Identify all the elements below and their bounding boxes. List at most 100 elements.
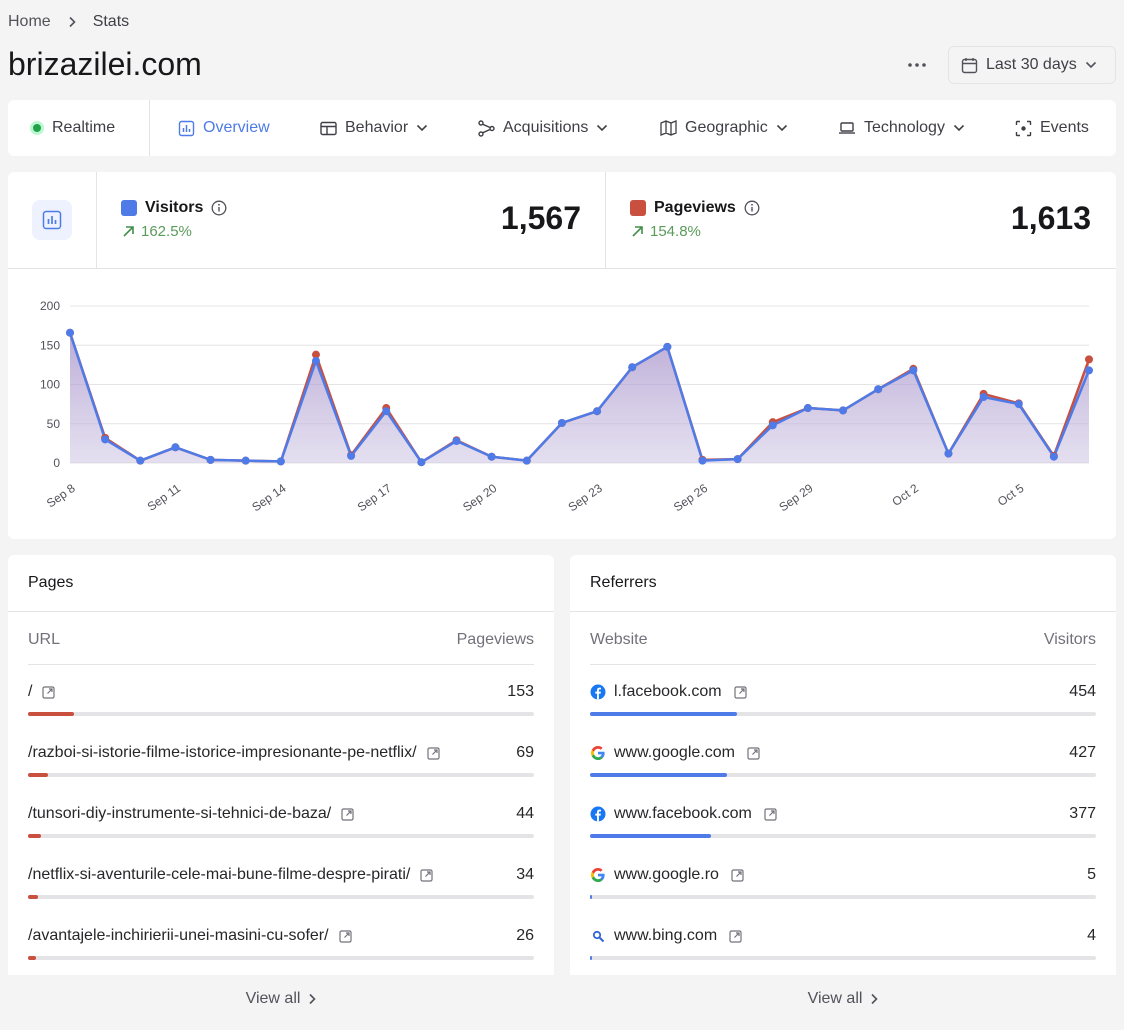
external-link-icon[interactable] bbox=[729, 929, 742, 943]
x-tick-label: Sep 29 bbox=[776, 481, 815, 514]
tab-events-label: Events bbox=[1040, 119, 1089, 136]
facebook-icon bbox=[590, 684, 606, 700]
progress-bar-track bbox=[590, 834, 1096, 838]
list-item-label[interactable]: /netflix-si-aventurile-cele-mai-bune-fil… bbox=[28, 866, 411, 883]
external-link-icon[interactable] bbox=[341, 807, 354, 821]
tab-behavior-label: Behavior bbox=[345, 119, 409, 136]
external-link-icon[interactable] bbox=[734, 685, 747, 699]
progress-bar-track bbox=[590, 712, 1096, 716]
pageviews-legend-swatch bbox=[630, 200, 646, 216]
visitors-data-point bbox=[944, 449, 953, 458]
facebook-icon bbox=[590, 806, 606, 822]
tab-behavior[interactable]: Behavior bbox=[320, 100, 428, 156]
list-item[interactable]: www.bing.com 4 bbox=[590, 925, 1096, 975]
visitors-data-point bbox=[66, 328, 74, 337]
visitors-data-point bbox=[1085, 366, 1093, 375]
page-title: brizazilei.com bbox=[8, 46, 202, 82]
external-link-icon[interactable] bbox=[731, 868, 744, 882]
list-item[interactable]: www.google.ro 5 bbox=[590, 864, 1096, 914]
list-item[interactable]: www.google.com 427 bbox=[590, 742, 1096, 792]
list-item[interactable]: /netflix-si-aventurile-cele-mai-bune-fil… bbox=[28, 864, 534, 914]
list-item[interactable]: / 153 bbox=[28, 681, 534, 731]
external-link-icon[interactable] bbox=[764, 807, 777, 821]
progress-bar-fill bbox=[590, 895, 592, 899]
header-divider bbox=[590, 664, 1096, 665]
list-item-label[interactable]: / bbox=[28, 683, 33, 700]
devices-icon bbox=[839, 122, 855, 134]
breadcrumb-home-link[interactable]: Home bbox=[8, 13, 51, 30]
x-tick-label: Sep 20 bbox=[460, 481, 499, 514]
tab-realtime[interactable]: Realtime bbox=[30, 100, 115, 156]
tab-acquisitions-label: Acquisitions bbox=[503, 119, 589, 136]
visitors-pageviews-chart[interactable]: 0 50 100 150 200 Sep 8 Sep 11 Sep 14 Sep 17 Sep 2… bbox=[8, 269, 1116, 539]
visitors-data-point bbox=[522, 456, 531, 465]
list-item[interactable]: l.facebook.com 454 bbox=[590, 681, 1096, 731]
x-tick-label: Sep 11 bbox=[145, 481, 184, 514]
info-icon[interactable] bbox=[211, 200, 227, 216]
x-tick-label: Sep 14 bbox=[249, 481, 288, 514]
view-all-label: View all bbox=[807, 989, 863, 1007]
list-item-label[interactable]: www.google.com bbox=[614, 744, 735, 761]
tab-technology[interactable]: Technology bbox=[838, 100, 965, 156]
list-item-label[interactable]: /razboi-si-istorie-filme-istorice-impres… bbox=[28, 744, 417, 761]
x-tick-label: Sep 23 bbox=[566, 481, 605, 514]
visitors-data-point bbox=[803, 404, 812, 413]
progress-bar-fill bbox=[590, 773, 727, 777]
pages-view-all-button[interactable]: View all bbox=[8, 975, 554, 1022]
visitors-data-point bbox=[276, 457, 285, 466]
y-tick-label: 50 bbox=[47, 417, 61, 431]
visitors-data-point bbox=[663, 342, 672, 351]
progress-bar-track bbox=[590, 773, 1096, 777]
tab-overview[interactable]: Overview bbox=[178, 100, 270, 156]
y-tick-label: 0 bbox=[53, 456, 60, 470]
date-range-label: Last 30 days bbox=[986, 56, 1077, 73]
list-item-label[interactable]: www.bing.com bbox=[614, 927, 718, 944]
visitors-data-point bbox=[593, 407, 602, 416]
external-link-icon[interactable] bbox=[426, 746, 440, 760]
pageviews-change: 154.8% bbox=[631, 223, 701, 240]
visitors-data-point bbox=[628, 363, 637, 372]
list-item-label[interactable]: www.facebook.com bbox=[614, 805, 752, 822]
more-options-button[interactable] bbox=[900, 50, 934, 80]
list-item[interactable]: /razboi-si-istorie-filme-istorice-impres… bbox=[28, 742, 534, 792]
tab-acquisitions[interactable]: Acquisitions bbox=[478, 100, 608, 156]
tab-geographic[interactable]: Geographic bbox=[660, 100, 788, 156]
website-column-header: Website bbox=[590, 631, 648, 648]
chevron-right-icon bbox=[67, 16, 77, 28]
visitors-data-point bbox=[1014, 400, 1023, 409]
tab-events[interactable]: Events bbox=[1015, 100, 1089, 156]
list-item[interactable]: /avantajele-inchirierii-unei-masini-cu-s… bbox=[28, 925, 534, 975]
list-item-label-group: www.bing.com bbox=[590, 925, 742, 947]
external-link-icon[interactable] bbox=[420, 868, 433, 882]
visitors-total: 1,567 bbox=[500, 200, 581, 236]
list-item[interactable]: www.facebook.com 377 bbox=[590, 803, 1096, 853]
list-item-label[interactable]: www.google.ro bbox=[614, 866, 719, 883]
referrers-panel-title: Referrers bbox=[590, 574, 657, 591]
nav-divider bbox=[149, 100, 150, 156]
progress-bar-track bbox=[28, 712, 534, 716]
external-link-icon[interactable] bbox=[338, 929, 352, 943]
visitors-data-point bbox=[206, 455, 215, 464]
visitors-data-point bbox=[417, 458, 426, 467]
referrers-panel: Referrers Website Visitors l.facebook.co… bbox=[570, 555, 1116, 1022]
list-item-label[interactable]: /avantajele-inchirierii-unei-masini-cu-s… bbox=[28, 927, 329, 944]
visitors-change: 162.5% bbox=[122, 223, 192, 240]
external-link-icon[interactable] bbox=[747, 746, 760, 760]
visitors-data-point bbox=[979, 393, 988, 402]
x-tick-label: Oct 2 bbox=[890, 481, 922, 509]
visitors-data-point bbox=[382, 407, 391, 416]
list-item-label[interactable]: l.facebook.com bbox=[614, 683, 722, 700]
bar-chart-icon bbox=[178, 120, 195, 136]
external-link-icon[interactable] bbox=[42, 685, 56, 699]
progress-bar-fill bbox=[590, 712, 737, 716]
tab-realtime-label: Realtime bbox=[52, 119, 116, 136]
list-item-label[interactable]: /tunsori-diy-instrumente-si-tehnici-de-b… bbox=[28, 805, 332, 822]
arrow-up-right-icon bbox=[123, 226, 134, 237]
list-item[interactable]: /tunsori-diy-instrumente-si-tehnici-de-b… bbox=[28, 803, 534, 853]
date-range-dropdown[interactable]: Last 30 days bbox=[948, 46, 1116, 84]
live-status-dot bbox=[30, 121, 44, 135]
info-icon[interactable] bbox=[744, 200, 760, 216]
calendar-icon bbox=[961, 57, 978, 73]
referrers-view-all-button[interactable]: View all bbox=[570, 975, 1116, 1022]
layout-icon bbox=[320, 121, 337, 135]
